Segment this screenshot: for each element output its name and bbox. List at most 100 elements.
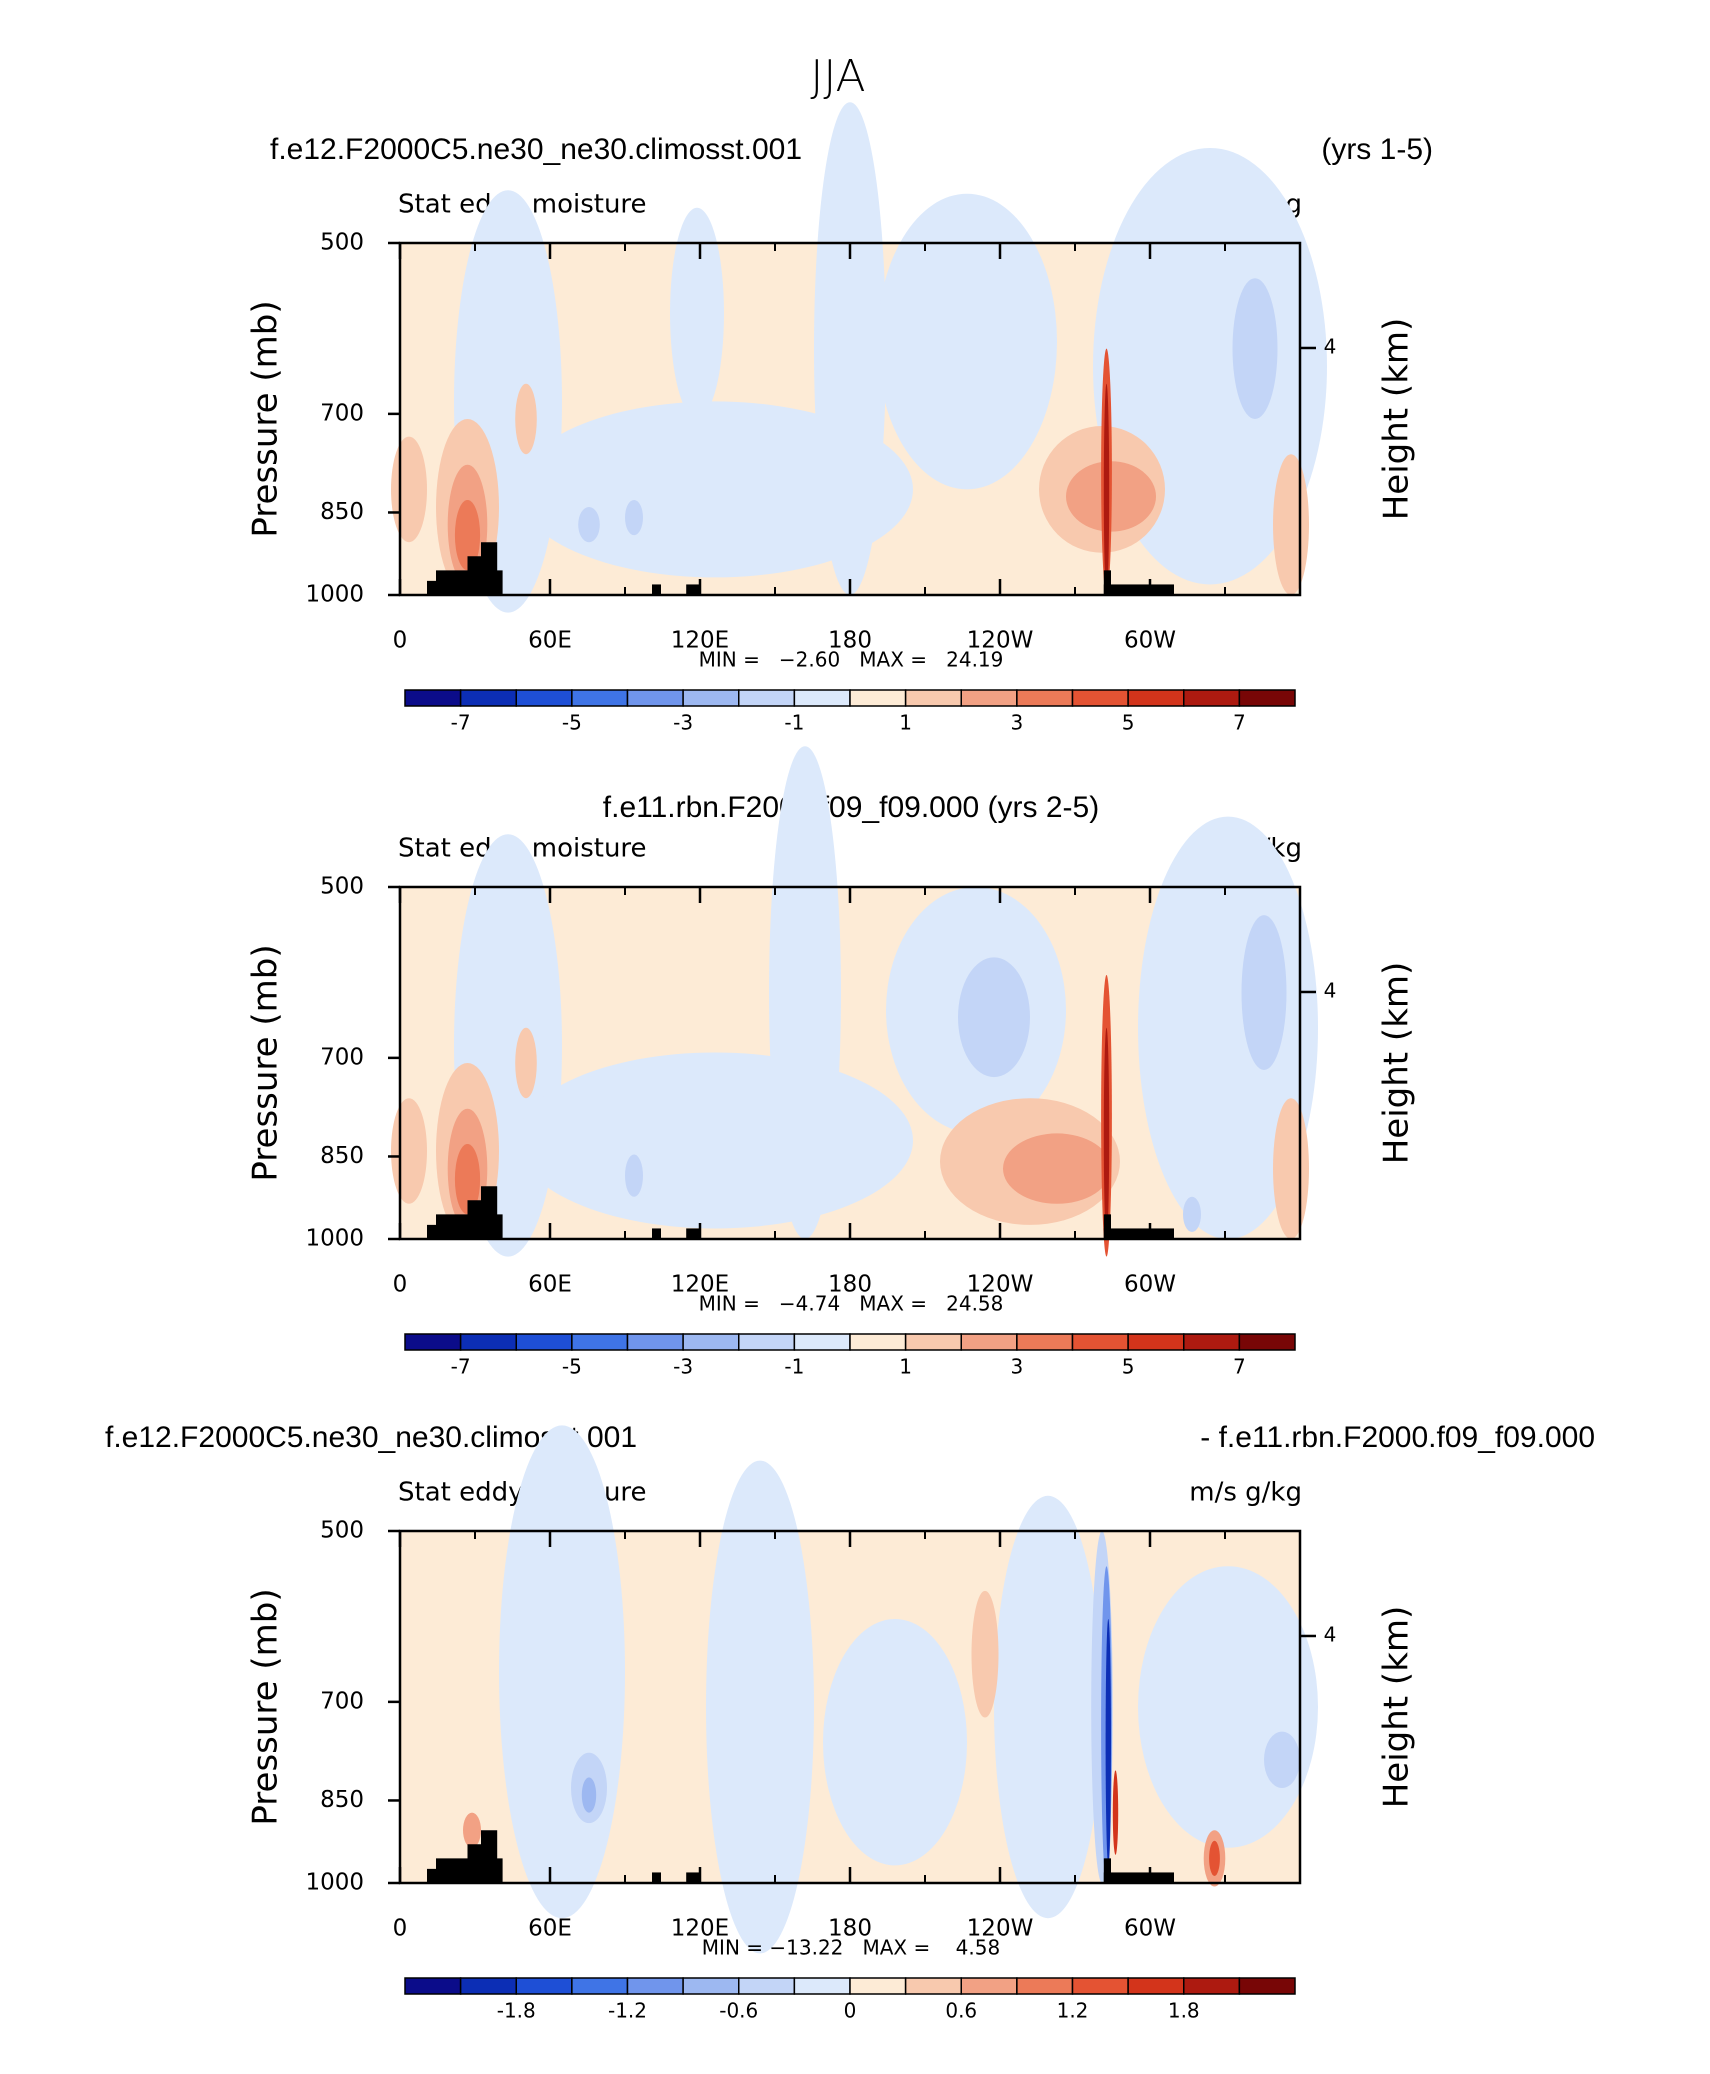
panel-title-right: - f.e11.rbn.F2000.f09_f09.000 (1200, 1421, 1595, 1454)
colorbar-box (793, 1333, 851, 1351)
y2-axis-label: Height (km) (1377, 318, 1417, 521)
colorbar-box (1238, 1977, 1296, 1995)
y2-tick-label: 4 (1324, 1622, 1337, 1646)
contour-region (877, 193, 1057, 490)
contour-region (1183, 1196, 1201, 1232)
x-tick-label: 60W (1124, 628, 1176, 654)
topography (1103, 1872, 1174, 1883)
y-axis-label: Pressure (mb) (246, 300, 286, 537)
panel-title: f.e11.rbn.F2000.f09_f09.000 (yrs 2-5) (603, 791, 1099, 824)
contour-region (1105, 1619, 1112, 1866)
colorbar-box (404, 1977, 462, 1995)
y-tick-label: 700 (320, 400, 364, 426)
colorbar-box (515, 689, 573, 707)
colorbar-box (1183, 689, 1241, 707)
colorbar-box (571, 1333, 629, 1351)
colorbar-label: 1 (899, 711, 912, 735)
contour-region (515, 1027, 537, 1099)
topography (427, 1830, 503, 1883)
colorbar-box (682, 1977, 740, 1995)
contour-region (769, 746, 841, 1239)
colorbar-box (404, 689, 462, 707)
colorbar-box (849, 1977, 907, 1995)
contour-region (1273, 454, 1309, 595)
colorbar-label: 3 (1011, 711, 1024, 735)
colorbar-label: -5 (562, 1355, 582, 1379)
y-tick-label: 500 (320, 230, 364, 256)
x-tick-label: 120W (967, 1916, 1034, 1942)
colorbar-label: 3 (1011, 1355, 1024, 1379)
colorbar-box (1183, 1333, 1241, 1351)
colorbar-box (459, 689, 517, 707)
topography (686, 584, 701, 595)
contour-region (814, 102, 886, 595)
colorbar-box (849, 689, 907, 707)
contour-region (517, 401, 913, 578)
topography (652, 1872, 661, 1883)
colorbar-box (738, 1333, 796, 1351)
contour-region (670, 207, 724, 419)
x-tick-label: 60E (528, 628, 572, 654)
contour-region (1209, 1840, 1220, 1876)
colorbar-label: 0.6 (945, 1999, 977, 2023)
colorbar-box (404, 1333, 462, 1351)
x-tick-label: 60E (528, 1272, 572, 1298)
contour-region (391, 436, 427, 543)
x-tick-label: 120E (671, 628, 729, 654)
x-tick-label: 120W (967, 1272, 1034, 1298)
contour-region (823, 1619, 967, 1866)
topography (686, 1228, 701, 1239)
x-tick-label: 0 (393, 1272, 408, 1298)
colorbar-box (626, 1333, 684, 1351)
min-max: MIN = −4.74 MAX = 24.58 (699, 1292, 1004, 1316)
colorbar-label: 1.2 (1057, 1999, 1089, 2023)
colorbar-box (793, 1977, 851, 1995)
contour-region (517, 1052, 913, 1229)
y-tick-label: 700 (320, 1044, 364, 1070)
topography (1103, 1228, 1174, 1239)
topography (1103, 1214, 1111, 1239)
x-tick-label: 60W (1124, 1916, 1176, 1942)
colorbar-label: 5 (1122, 1355, 1135, 1379)
topography (1103, 570, 1111, 595)
y2-axis-label: Height (km) (1377, 962, 1417, 1165)
colorbar-box (1071, 1977, 1129, 1995)
colorbar-box (904, 1977, 962, 1995)
colorbar-box (849, 1333, 907, 1351)
topography (427, 1186, 503, 1239)
x-tick-label: 0 (393, 628, 408, 654)
colorbar-box (459, 1977, 517, 1995)
colorbar-box (459, 1333, 517, 1351)
contour-region (499, 1425, 625, 1919)
colorbar-box (515, 1977, 573, 1995)
contour-region (463, 1812, 481, 1848)
colorbar-label: 5 (1122, 711, 1135, 735)
contour-region (454, 1143, 481, 1215)
colorbar-box (1238, 689, 1296, 707)
min-max: MIN = −2.60 MAX = 24.19 (699, 648, 1004, 672)
y2-tick-label: 4 (1324, 978, 1337, 1002)
y-tick-label: 500 (320, 874, 364, 900)
x-tick-label: 60E (528, 1916, 572, 1942)
contour-region (706, 1460, 814, 1954)
x-tick-label: 180 (828, 1916, 872, 1942)
colorbar-label: -7 (451, 1355, 471, 1379)
contour-field (391, 102, 1327, 613)
contour-region (958, 957, 1030, 1078)
colorbar-box (571, 689, 629, 707)
figure-title: JJA (810, 51, 865, 102)
contour-region (391, 1098, 427, 1204)
panel-title-left: f.e12.F2000C5.ne30_ne30.climosst.001 (270, 133, 802, 166)
colorbar-label: 1 (899, 1355, 912, 1379)
y-tick-label: 500 (320, 1518, 364, 1544)
topography (1103, 1858, 1111, 1883)
y-tick-label: 850 (320, 1143, 364, 1169)
colorbar-box (515, 1333, 573, 1351)
y2-tick-label: 4 (1324, 334, 1337, 358)
y-tick-label: 700 (320, 1688, 364, 1714)
contour-region (454, 499, 481, 571)
contour-region (1264, 1731, 1300, 1788)
colorbar-box (1127, 689, 1185, 707)
colorbar-box (960, 1977, 1018, 1995)
